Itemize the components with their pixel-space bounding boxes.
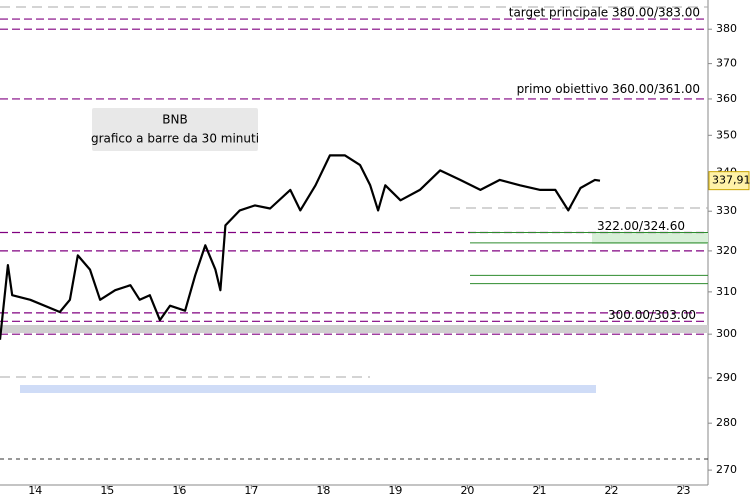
- chart-title: BNB: [162, 113, 187, 127]
- y-tick-label: 370: [716, 57, 737, 70]
- y-tick-label: 380: [716, 22, 737, 35]
- x-tick-label: 21: [532, 484, 546, 497]
- x-tick-label: 14: [28, 484, 42, 497]
- annotation: 322.00/324.60: [597, 219, 685, 233]
- x-tick-label: 20: [460, 484, 474, 497]
- last-price-label: 337,91: [712, 174, 750, 187]
- y-tick-label: 300: [716, 327, 737, 340]
- x-tick-label: 16: [172, 484, 186, 497]
- annotation: primo obiettivo 360.00/361.00: [517, 82, 700, 96]
- highlight-band: [20, 385, 596, 393]
- x-tick-label: 19: [388, 484, 402, 497]
- y-tick-label: 320: [716, 244, 737, 257]
- axis-panel: [708, 0, 750, 500]
- x-tick-label: 18: [316, 484, 330, 497]
- y-tick-label: 330: [716, 204, 737, 217]
- title-box: [92, 108, 258, 151]
- last-price-box: [708, 171, 750, 191]
- y-tick-label: 270: [716, 463, 737, 476]
- y-tick-label: 310: [716, 285, 737, 298]
- price-line: [0, 154, 601, 340]
- x-tick-label: 22: [604, 484, 618, 497]
- support-zone: [592, 233, 708, 244]
- annotation: target principale 380.00/383.00: [509, 6, 700, 20]
- y-tick-label: 350: [716, 128, 737, 141]
- x-tick-label: 15: [100, 484, 114, 497]
- x-tick-label: 17: [244, 484, 258, 497]
- annotation: 300.00/303.00: [608, 308, 696, 322]
- y-tick-label: 360: [716, 92, 737, 105]
- y-tick-label: 280: [716, 416, 737, 429]
- x-tick-label: 23: [677, 484, 691, 497]
- support-band: [0, 325, 708, 333]
- chart-subtitle: grafico a barre da 30 minuti: [91, 132, 259, 146]
- y-tick-label: 290: [716, 371, 737, 384]
